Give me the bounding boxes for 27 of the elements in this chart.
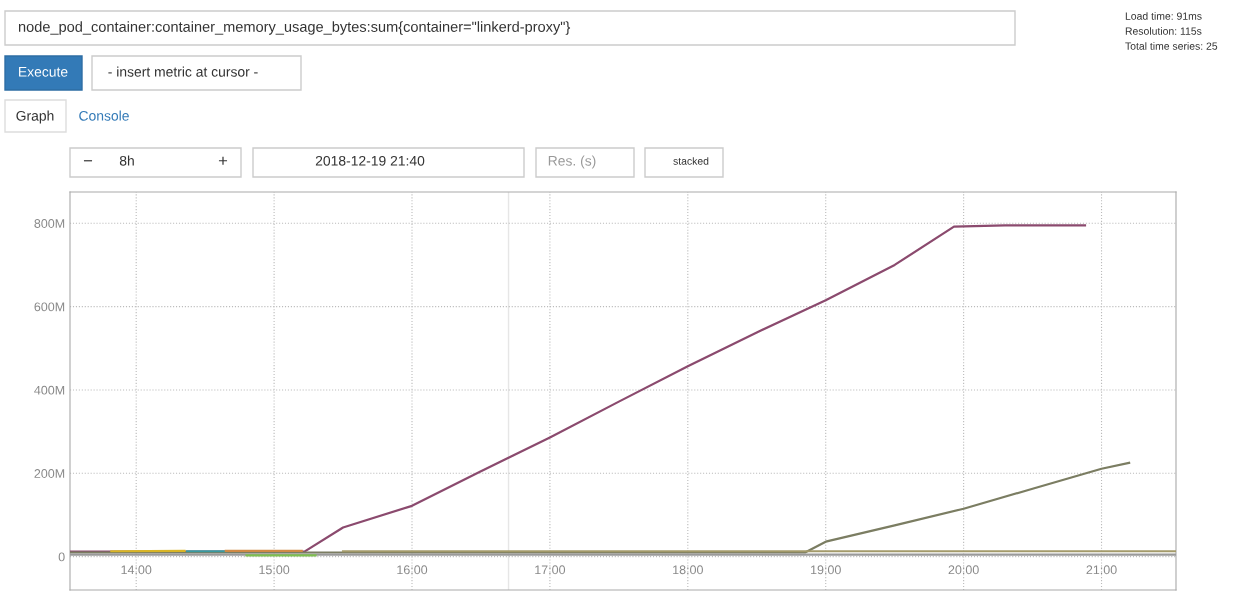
text: 2018-12-19 21:40	[315, 155, 425, 166]
text: Console	[79, 110, 129, 121]
text: Load time: 91ms	[1125, 12, 1202, 20]
x-tick-label: 21:00	[1086, 565, 1117, 575]
y-tick-label: 600M	[34, 302, 65, 312]
y-tick-label: 800M	[34, 219, 65, 228]
text: −	[83, 160, 93, 162]
x-tick-label: 15:00	[259, 565, 290, 575]
text: Res. (s)	[548, 155, 596, 169]
text: +	[218, 156, 228, 165]
y-tick-label: 0	[58, 552, 65, 562]
text: stacked	[673, 157, 709, 165]
y-tick-label: 400M	[34, 385, 65, 395]
y-tick-label: 200M	[34, 469, 65, 478]
x-tick-label: 18:00	[673, 565, 703, 575]
text: Total time series: 25	[1125, 42, 1218, 50]
chart-title: node_pod_container:container_memory_usage_bytes:sum{container="linkerd-proxy"}	[18, 21, 571, 35]
x-tick-label: 16:00	[397, 565, 428, 575]
text: Resolution: 115s	[1125, 27, 1202, 35]
text: 8h	[119, 155, 134, 166]
text: Execute	[19, 67, 68, 77]
x-tick-label: 20:00	[948, 565, 979, 575]
text: - insert metric at cursor -	[108, 66, 258, 77]
text: Graph	[16, 110, 54, 124]
x-tick-label: 19:00	[811, 565, 841, 575]
x-tick-label: 14:00	[121, 565, 152, 575]
x-tick-label: 17:00	[535, 565, 566, 575]
